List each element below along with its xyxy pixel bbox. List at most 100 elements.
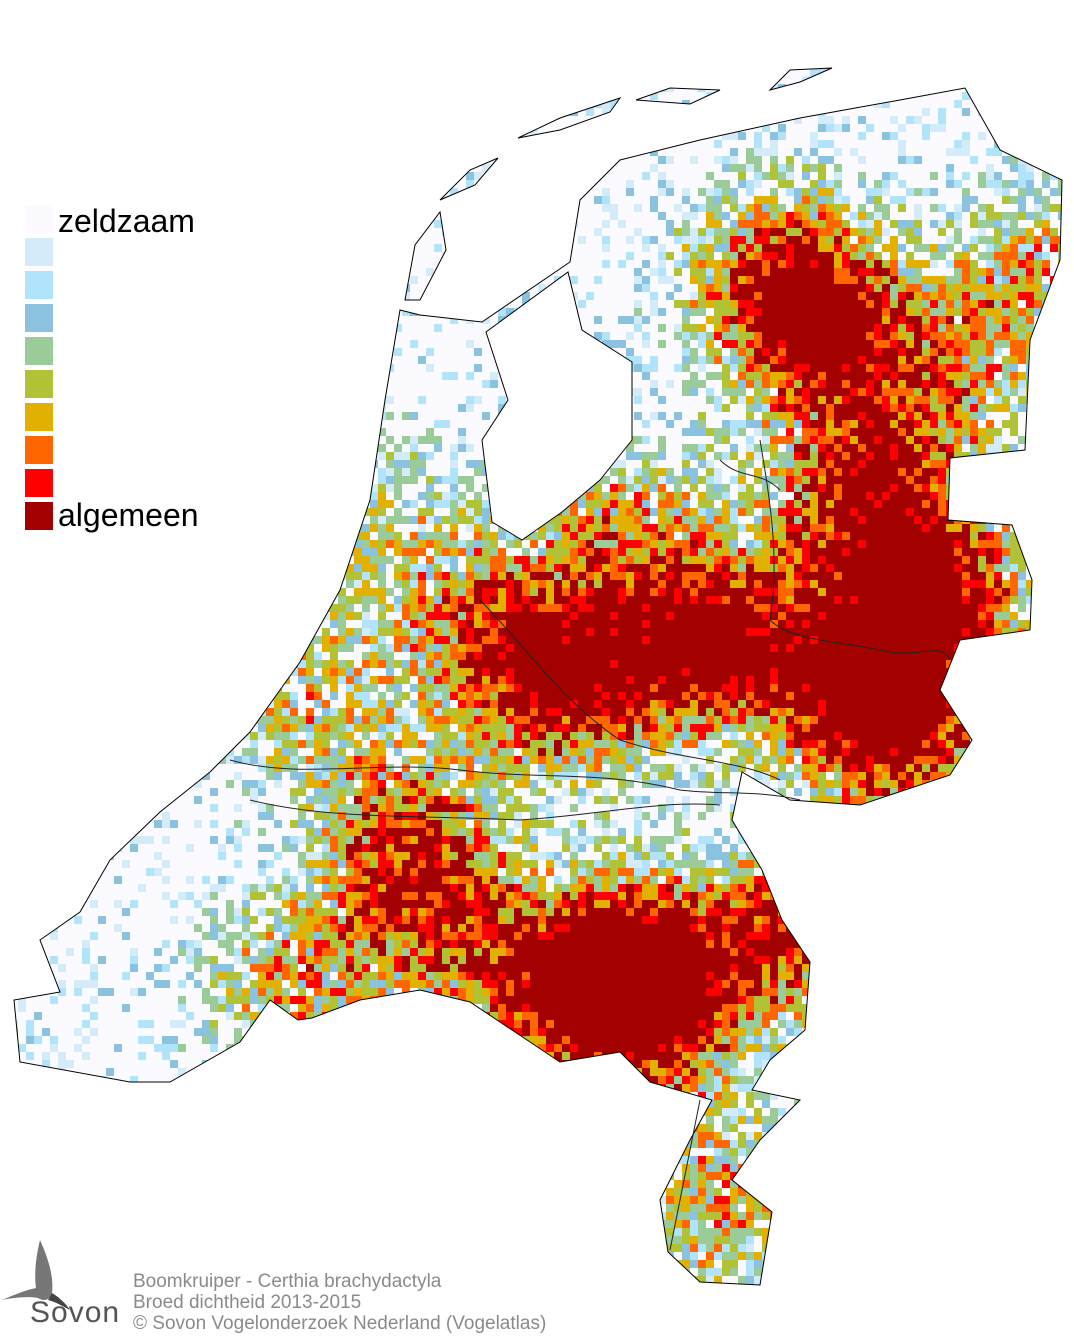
density-cell [1002, 332, 1010, 340]
density-cell [794, 324, 802, 332]
density-cell [410, 204, 418, 212]
density-cell [466, 60, 474, 68]
density-cell [506, 124, 514, 132]
density-cell [554, 172, 562, 180]
density-cell [866, 116, 874, 124]
density-cell [722, 164, 730, 172]
density-cell [330, 100, 338, 108]
density-cell [98, 340, 106, 348]
density-cell [586, 260, 594, 268]
density-cell [330, 292, 338, 300]
density-cell [1058, 340, 1062, 348]
density-cell [818, 76, 826, 84]
density-cell [754, 76, 762, 84]
density-cell [834, 84, 842, 92]
density-cell [130, 324, 138, 332]
density-cell [138, 324, 146, 332]
density-cell [466, 172, 474, 180]
density-cell [482, 260, 490, 268]
density-cell [946, 244, 954, 252]
density-cell [586, 284, 594, 292]
density-cell [1002, 68, 1010, 76]
density-cell [18, 68, 26, 76]
density-cell [106, 324, 114, 332]
density-cell [986, 340, 994, 348]
density-cell [106, 84, 114, 92]
density-cell [322, 180, 330, 188]
density-cell [370, 236, 378, 244]
density-cell [842, 204, 850, 212]
density-cell [658, 228, 666, 236]
density-cell [810, 116, 818, 124]
density-cell [1010, 156, 1018, 164]
density-cell [218, 244, 226, 252]
density-cell [906, 324, 914, 332]
density-cell [218, 92, 226, 100]
density-cell [170, 100, 178, 108]
density-cell [586, 356, 594, 364]
density-cell [322, 116, 330, 124]
density-cell [290, 324, 298, 332]
density-cell [242, 244, 250, 252]
density-cell [1026, 116, 1034, 124]
density-cell [122, 188, 130, 196]
density-cell [898, 332, 906, 340]
density-cell [834, 124, 842, 132]
density-cell [570, 356, 578, 364]
density-cell [266, 268, 274, 276]
density-cell [706, 212, 714, 220]
density-cell [1066, 212, 1074, 220]
density-cell [594, 156, 602, 164]
density-cell [874, 252, 882, 260]
density-cell [890, 180, 898, 188]
density-cell [346, 300, 354, 308]
density-cell [498, 348, 506, 356]
density-cell [1010, 308, 1018, 316]
density-cell [978, 196, 986, 204]
density-cell [434, 252, 442, 260]
density-cell [82, 188, 90, 196]
density-cell [778, 172, 786, 180]
density-cell [306, 236, 314, 244]
density-cell [426, 60, 434, 68]
density-cell [458, 164, 466, 172]
density-cell [994, 332, 1002, 340]
density-cell [242, 188, 250, 196]
density-cell [562, 148, 570, 156]
density-cell [498, 284, 506, 292]
density-cell [946, 60, 954, 68]
density-cell [642, 276, 650, 284]
density-cell [610, 276, 618, 284]
density-cell [314, 324, 322, 332]
density-cell [458, 116, 466, 124]
density-cell [58, 292, 66, 300]
density-cell [250, 124, 258, 132]
density-cell [434, 84, 442, 92]
density-cell [362, 260, 370, 268]
density-cell [1018, 332, 1026, 340]
density-cell [530, 332, 538, 340]
density-cell [546, 164, 554, 172]
density-cell [954, 252, 962, 260]
density-cell [1002, 260, 1010, 268]
density-cell [266, 244, 274, 252]
density-cell [202, 340, 210, 348]
density-cell [890, 236, 898, 244]
density-cell [962, 148, 970, 156]
density-cell [594, 340, 602, 348]
density-cell [290, 172, 298, 180]
density-cell [98, 348, 106, 356]
density-cell [810, 348, 818, 356]
density-cell [826, 348, 834, 356]
density-cell [1050, 76, 1058, 84]
density-cell [170, 108, 178, 116]
density-cell [258, 100, 266, 108]
density-cell [738, 324, 746, 332]
density-cell [490, 84, 498, 92]
density-cell [762, 196, 770, 204]
density-cell [146, 340, 154, 348]
density-cell [450, 140, 458, 148]
density-cell [914, 268, 922, 276]
density-cell [594, 164, 602, 172]
density-cell [514, 332, 522, 340]
